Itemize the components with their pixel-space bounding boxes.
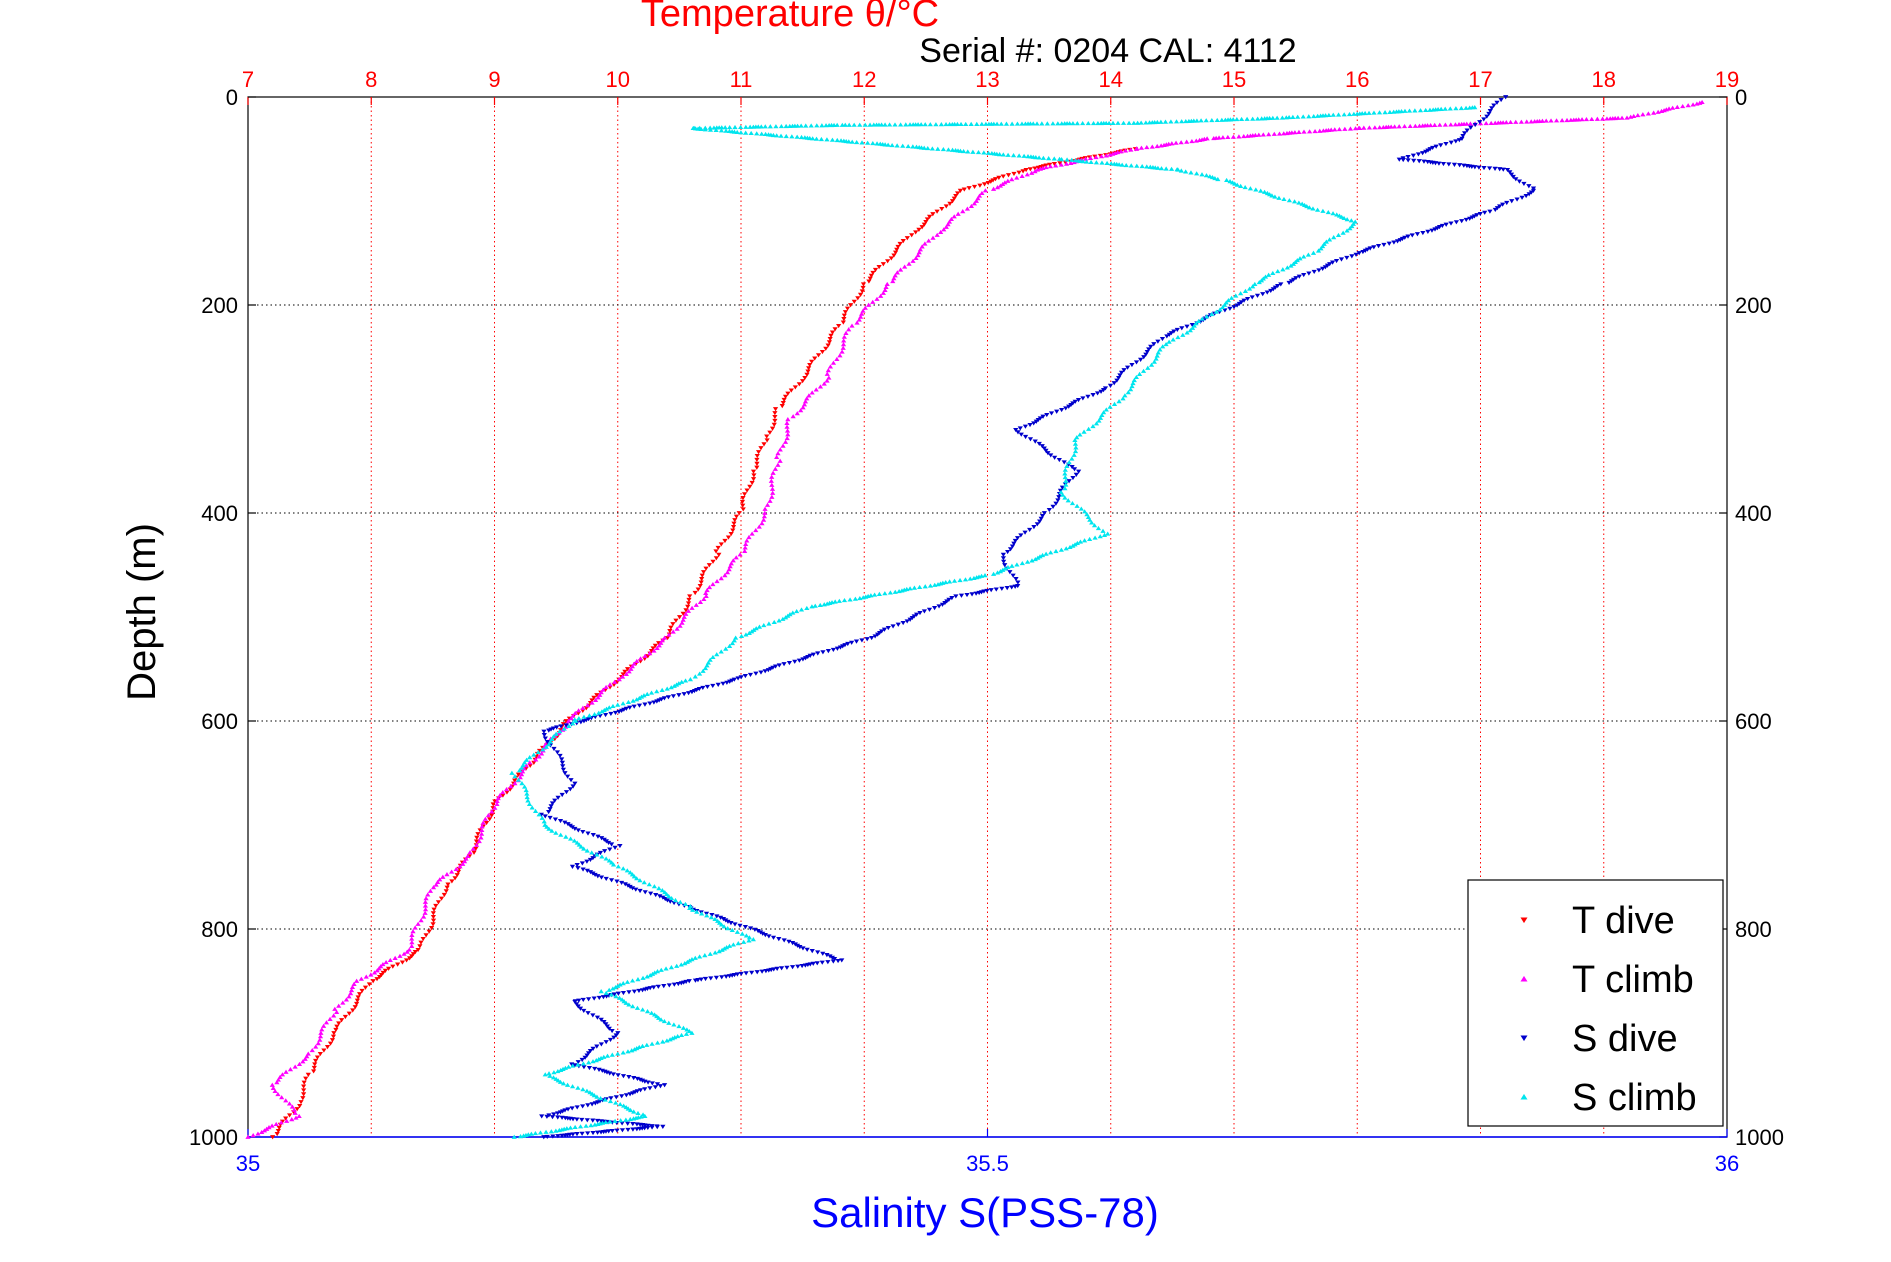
right-axis-tick-label: 600 (1735, 709, 1772, 734)
top-axis-tick-label: 10 (606, 67, 630, 92)
top-axis-tick-label: 19 (1715, 67, 1739, 92)
legend-marker (1520, 975, 1528, 982)
legend-box (1467, 879, 1724, 1127)
data-point-markers (538, 95, 1537, 1140)
legend-marker (1520, 917, 1528, 924)
right-axis-tick-label: 1000 (1735, 1125, 1784, 1150)
data-point-markers (509, 105, 1478, 1139)
bottom-axis-tick-label: 36 (1715, 1151, 1739, 1176)
series-s-dive (538, 95, 1537, 1140)
right-axis-tick-label: 800 (1735, 917, 1772, 942)
left-axis-tick-label: 800 (201, 917, 238, 942)
right-axis-tick-label: 400 (1735, 501, 1772, 526)
top-axis-tick-label: 11 (730, 67, 753, 92)
legend-marker (1520, 1035, 1528, 1042)
chart-subtitle: Serial #: 0204 CAL: 4112 (919, 32, 1296, 70)
x-axis-label: Salinity S(PSS-78) (811, 1189, 1159, 1236)
y-axis-label: Depth (m) (120, 523, 164, 701)
left-axis-tick-label: 400 (201, 501, 238, 526)
right-axis-tick-label: 0 (1735, 85, 1747, 110)
series-s-climb (509, 105, 1478, 1139)
top-axis-tick-label: 8 (365, 67, 377, 92)
top-axis-tick-label: 7 (242, 67, 254, 92)
left-axis-tick-label: 200 (201, 293, 238, 318)
bottom-axis-tick-label: 35 (236, 1151, 260, 1176)
top-axis-tick-label: 12 (852, 67, 876, 92)
legend-label: S climb (1572, 1077, 1697, 1119)
legend-label: S dive (1572, 1018, 1678, 1060)
left-axis-tick-label: 600 (201, 709, 238, 734)
top-axis-tick-label: 9 (488, 67, 500, 92)
top-axis-tick-label: 16 (1345, 67, 1369, 92)
data-point-markers (270, 147, 1138, 1140)
legend-label: T dive (1572, 900, 1675, 942)
top-axis-tick-label: 17 (1468, 67, 1492, 92)
bottom-axis-tick-label: 35.5 (966, 1151, 1009, 1176)
top-axis-tick-label: 14 (1099, 67, 1123, 92)
grid-lines (248, 97, 1727, 1137)
left-axis-tick-label: 1000 (189, 1125, 238, 1150)
top-axis-tick-label: 13 (975, 67, 999, 92)
top-axis-tick-label: 18 (1592, 67, 1616, 92)
top-axis-tick-label: 15 (1222, 67, 1246, 92)
legend-label: T climb (1572, 959, 1694, 1001)
series-t-dive (270, 147, 1138, 1140)
left-axis-tick-label: 0 (226, 85, 238, 110)
chart-title: Temperature θ/°C (641, 0, 939, 35)
legend: T dive T climb S dive S climb (1467, 879, 1724, 1127)
legend-marker (1520, 1093, 1528, 1100)
right-axis-tick-label: 200 (1735, 293, 1772, 318)
